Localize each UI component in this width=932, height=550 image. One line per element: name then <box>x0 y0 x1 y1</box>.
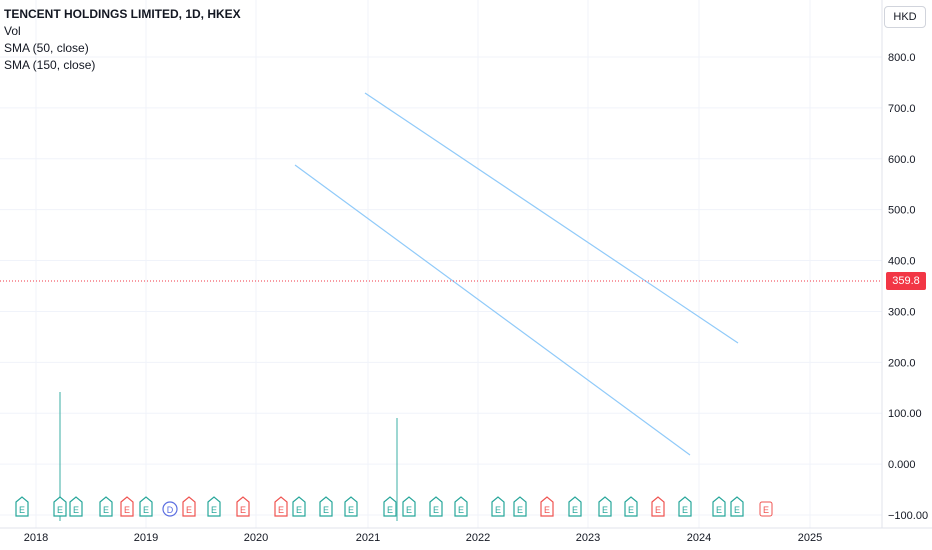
earnings-marker <box>53 496 67 517</box>
legend-vol[interactable]: Vol <box>4 24 21 38</box>
earnings-marker <box>236 496 250 517</box>
earnings-marker-label: E <box>544 505 550 515</box>
price-tick-label: 700.0 <box>888 103 916 115</box>
earnings-marker-label: E <box>433 505 439 515</box>
chart-grid <box>0 0 882 528</box>
earnings-marker <box>712 496 726 517</box>
future-earnings-marker <box>759 501 773 517</box>
price-tick-label: 600.0 <box>888 154 916 166</box>
earnings-marker <box>383 496 397 517</box>
earnings-marker <box>491 496 505 517</box>
price-tick-label: −100.00 <box>888 510 928 522</box>
earnings-marker <box>624 496 638 517</box>
earnings-marker <box>678 496 692 517</box>
earnings-marker-label: E <box>143 505 149 515</box>
earnings-marker-label: E <box>628 505 634 515</box>
symbol-title[interactable]: TENCENT HOLDINGS LIMITED, 1D, HKEX <box>4 7 241 21</box>
earnings-marker <box>319 496 333 517</box>
earnings-marker <box>69 496 83 517</box>
earnings-marker <box>568 496 582 517</box>
price-tick-label: 0.000 <box>888 459 916 471</box>
earnings-marker-label: E <box>19 505 25 515</box>
earnings-marker <box>402 496 416 517</box>
future-earnings-marker-label: E <box>763 505 769 515</box>
price-tick-label: 300.0 <box>888 306 916 318</box>
earnings-marker <box>162 501 178 517</box>
earnings-marker <box>292 496 306 517</box>
price-tick-label: 200.0 <box>888 357 916 369</box>
earnings-marker-label: E <box>278 505 284 515</box>
earnings-marker <box>99 496 113 517</box>
channel-upper-line <box>364 92 739 344</box>
earnings-marker <box>139 496 153 517</box>
earnings-marker <box>15 496 29 517</box>
price-tick-label: 800.0 <box>888 52 916 64</box>
earnings-marker-label: E <box>495 505 501 515</box>
time-axis[interactable]: 2018 2019 2020 2021 2022 2023 2024 2025 <box>24 532 822 544</box>
earnings-marker-label: E <box>103 505 109 515</box>
earnings-marker <box>182 496 196 517</box>
time-tick-label: 2018 <box>24 532 48 544</box>
time-tick-label: 2022 <box>466 532 490 544</box>
time-tick-label: 2025 <box>798 532 822 544</box>
earnings-marker <box>730 496 744 517</box>
earnings-marker-label: E <box>240 505 246 515</box>
earnings-marker <box>207 496 221 517</box>
earnings-marker <box>651 496 665 517</box>
chart-legend: TENCENT HOLDINGS LIMITED, 1D, HKEX Vol S… <box>4 6 241 74</box>
earnings-marker-label: E <box>73 505 79 515</box>
legend-sma-150[interactable]: SMA (150, close) <box>4 58 96 72</box>
earnings-marker-label: E <box>57 505 63 515</box>
earnings-marker-label: E <box>458 505 464 515</box>
earnings-marker-label: E <box>348 505 354 515</box>
legend-sma-50[interactable]: SMA (50, close) <box>4 41 89 55</box>
trend-channel[interactable] <box>294 92 739 456</box>
price-axis[interactable]: 800.0 700.0 600.0 500.0 400.0 300.0 200.0 100.0… <box>888 52 928 522</box>
earnings-marker-label: E <box>716 505 722 515</box>
earnings-marker-label: E <box>186 505 192 515</box>
price-tick-label: 400.0 <box>888 256 916 268</box>
earnings-marker <box>598 496 612 517</box>
earnings-marker-label: E <box>572 505 578 515</box>
earnings-marker-label: E <box>124 505 130 515</box>
earnings-marker <box>540 496 554 517</box>
currency-button[interactable]: HKD <box>884 6 926 28</box>
price-tick-label: 100.00 <box>888 408 922 420</box>
earnings-marker <box>120 496 134 517</box>
earnings-marker-label: E <box>602 505 608 515</box>
earnings-marker-label: E <box>296 505 302 515</box>
earnings-marker-label: E <box>387 505 393 515</box>
earnings-marker <box>454 496 468 517</box>
earnings-marker-label: E <box>682 505 688 515</box>
time-tick-label: 2020 <box>244 532 268 544</box>
earnings-marker-label: E <box>655 505 661 515</box>
earnings-marker-label: D <box>167 505 174 515</box>
earnings-marker-label: E <box>734 505 740 515</box>
earnings-marker-label: E <box>406 505 412 515</box>
earnings-marker-label: E <box>211 505 217 515</box>
earnings-marker <box>429 496 443 517</box>
earnings-marker <box>513 496 527 517</box>
earnings-marker-label: E <box>323 505 329 515</box>
earnings-marker-label: E <box>517 505 523 515</box>
channel-lower-line <box>294 164 691 456</box>
time-tick-label: 2023 <box>576 532 600 544</box>
time-tick-label: 2019 <box>134 532 158 544</box>
time-tick-label: 2021 <box>356 532 380 544</box>
time-tick-label: 2024 <box>687 532 711 544</box>
earnings-marker <box>274 496 288 517</box>
last-price-label: 359.8 <box>886 272 926 290</box>
earnings-marker <box>344 496 358 517</box>
price-tick-label: 500.0 <box>888 205 916 217</box>
